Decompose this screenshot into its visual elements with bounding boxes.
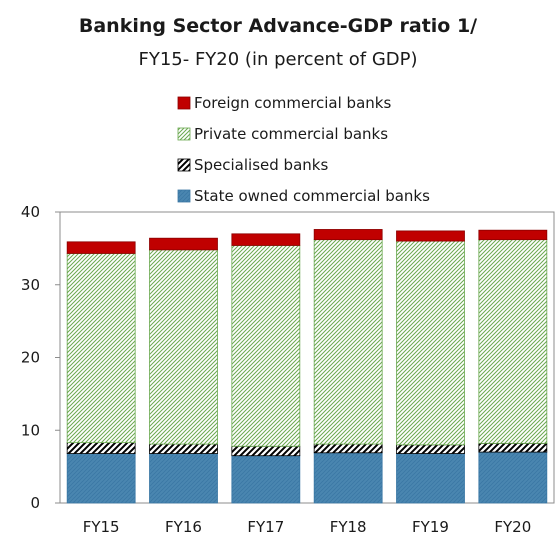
chart-title: Banking Sector Advance-GDP ratio 1/ <box>78 15 478 37</box>
x-tick-label: FY19 <box>412 518 449 536</box>
bar-state-owned-commercial-banks-fy18 <box>313 452 383 504</box>
chart-subtitle: FY15- FY20 (in percent of GDP) <box>138 49 418 70</box>
y-tick-label: 30 <box>21 276 40 294</box>
legend-swatch-state-owned-commercial-banks <box>177 189 191 203</box>
legend-label-foreign-commercial-banks: Foreign commercial banks <box>194 94 391 112</box>
bar-foreign-commercial-banks-fy15 <box>66 241 136 254</box>
bar-specialised-banks-fy15 <box>66 442 136 454</box>
x-tick-label: FY16 <box>165 518 202 536</box>
bar-private-commercial-banks-fy16 <box>149 249 218 445</box>
bar-specialised-banks-fy20 <box>478 442 548 453</box>
x-tick-label: FY20 <box>494 518 531 536</box>
bar-foreign-commercial-banks-fy16 <box>149 237 218 251</box>
bar-specialised-banks-fy18 <box>313 443 383 454</box>
bar-foreign-commercial-banks-fy20 <box>478 229 548 241</box>
legend-label-specialised-banks: Specialised banks <box>194 156 328 174</box>
y-tick-label: 20 <box>21 349 40 367</box>
bar-state-owned-commercial-banks-fy17 <box>231 455 301 504</box>
x-tick-label: FY15 <box>83 518 120 536</box>
bar-foreign-commercial-banks-fy19 <box>396 230 465 242</box>
bar-private-commercial-banks-fy18 <box>313 239 383 445</box>
legend: Foreign commercial banks Private commerci… <box>177 94 430 205</box>
bar-private-commercial-banks-fy17 <box>231 245 301 447</box>
bar-private-commercial-banks-fy19 <box>396 240 465 446</box>
x-tick-label: FY18 <box>330 518 367 536</box>
bar-private-commercial-banks-fy20 <box>478 239 548 444</box>
y-tick-label: 10 <box>21 421 40 439</box>
legend-swatch-foreign-commercial-banks <box>177 96 191 110</box>
bar-private-commercial-banks-fy15 <box>66 253 136 444</box>
bar-specialised-banks-fy16 <box>149 443 218 454</box>
bar-specialised-banks-fy17 <box>231 445 301 457</box>
legend-label-private-commercial-banks: Private commercial banks <box>194 125 388 143</box>
bar-foreign-commercial-banks-fy18 <box>313 229 383 241</box>
bar-state-owned-commercial-banks-fy15 <box>66 453 136 504</box>
legend-label-state-owned-commercial-banks: State owned commercial banks <box>194 187 430 205</box>
bar-state-owned-commercial-banks-fy16 <box>149 453 218 504</box>
bar-specialised-banks-fy19 <box>396 444 465 454</box>
axes: 0 10 20 30 40 FY15 FY16 FY17 FY18 FY19 FY20 <box>21 203 555 536</box>
bars <box>66 229 548 504</box>
y-tick-label: 40 <box>21 203 40 221</box>
legend-swatch-specialised-banks <box>177 158 191 172</box>
bar-state-owned-commercial-banks-fy20 <box>478 451 548 504</box>
bar-foreign-commercial-banks-fy17 <box>231 233 301 246</box>
x-tick-label: FY17 <box>247 518 284 536</box>
y-tick-label: 0 <box>30 494 40 512</box>
legend-swatch-private-commercial-banks <box>177 127 191 141</box>
bar-state-owned-commercial-banks-fy19 <box>396 453 465 504</box>
